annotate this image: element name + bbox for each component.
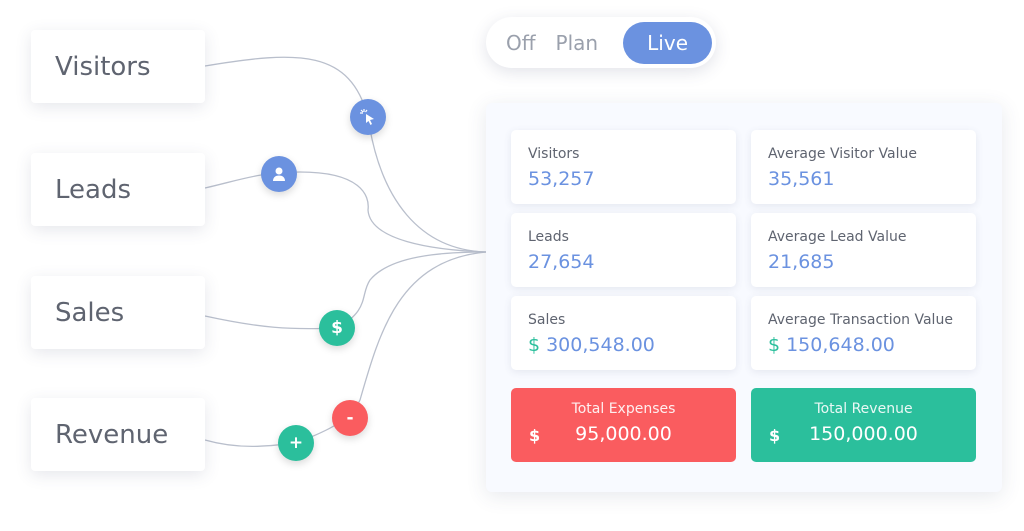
stat-label: Average Lead Value bbox=[768, 229, 907, 245]
stat-label: Sales bbox=[528, 312, 566, 328]
stat-value: 35,561 bbox=[768, 168, 835, 190]
currency-symbol: $ bbox=[529, 426, 541, 445]
source-revenue: Revenue bbox=[31, 398, 205, 471]
stat-card: Sales $300,548.00 bbox=[511, 296, 736, 370]
source-label: Revenue bbox=[55, 419, 169, 450]
amount: 95,000.00 bbox=[575, 423, 672, 445]
source-label: Leads bbox=[55, 174, 132, 205]
stat-value: $150,648.00 bbox=[768, 334, 959, 356]
total-value: $95,000.00 bbox=[511, 423, 736, 445]
total-revenue-card: Total Revenue $150,000.00 bbox=[751, 388, 976, 462]
stat-label: Leads bbox=[528, 229, 569, 245]
total-label: Total Revenue bbox=[814, 401, 913, 417]
amount: 150,000.00 bbox=[809, 423, 918, 445]
total-value: $150,000.00 bbox=[751, 423, 976, 445]
stat-label: Average Transaction Value bbox=[768, 312, 953, 328]
total-label: Total Expenses bbox=[571, 401, 676, 417]
total-expenses-card: Total Expenses $95,000.00 bbox=[511, 388, 736, 462]
user-icon bbox=[261, 156, 297, 192]
stat-value: 21,685 bbox=[768, 251, 835, 273]
stat-value: 53,257 bbox=[528, 168, 595, 190]
stat-card: Visitors 53,257 bbox=[511, 130, 736, 204]
toggle-off[interactable]: Off bbox=[506, 30, 536, 55]
stat-value: 27,654 bbox=[528, 251, 595, 273]
currency-symbol: $ bbox=[769, 426, 781, 445]
source-sales: Sales bbox=[31, 276, 205, 349]
stat-label: Average Visitor Value bbox=[768, 146, 917, 162]
currency-symbol: $ bbox=[768, 334, 781, 356]
currency-symbol: $ bbox=[528, 334, 541, 356]
stat-card: Leads 27,654 bbox=[511, 213, 736, 287]
stat-card: Average Visitor Value 35,561 bbox=[751, 130, 976, 204]
source-label: Sales bbox=[55, 297, 125, 328]
source-visitors: Visitors bbox=[31, 30, 205, 103]
toggle-live[interactable]: Live bbox=[623, 21, 712, 64]
toggle-plan[interactable]: Plan bbox=[555, 30, 599, 55]
stat-card: Average Lead Value 21,685 bbox=[751, 213, 976, 287]
source-leads: Leads bbox=[31, 153, 205, 226]
minus-icon: - bbox=[332, 400, 368, 436]
stat-card: Average Transaction Value $150,648.00 bbox=[751, 296, 976, 370]
amount: 300,548.00 bbox=[546, 334, 655, 356]
cursor-click-icon bbox=[350, 99, 386, 135]
source-label: Visitors bbox=[55, 51, 151, 82]
mode-toggle[interactable]: Off Plan Live bbox=[486, 17, 716, 68]
stat-value: $300,548.00 bbox=[528, 334, 719, 356]
dollar-icon: $ bbox=[319, 310, 355, 346]
plus-icon: + bbox=[278, 425, 314, 461]
stat-label: Visitors bbox=[528, 146, 580, 162]
amount: 150,648.00 bbox=[786, 334, 895, 356]
